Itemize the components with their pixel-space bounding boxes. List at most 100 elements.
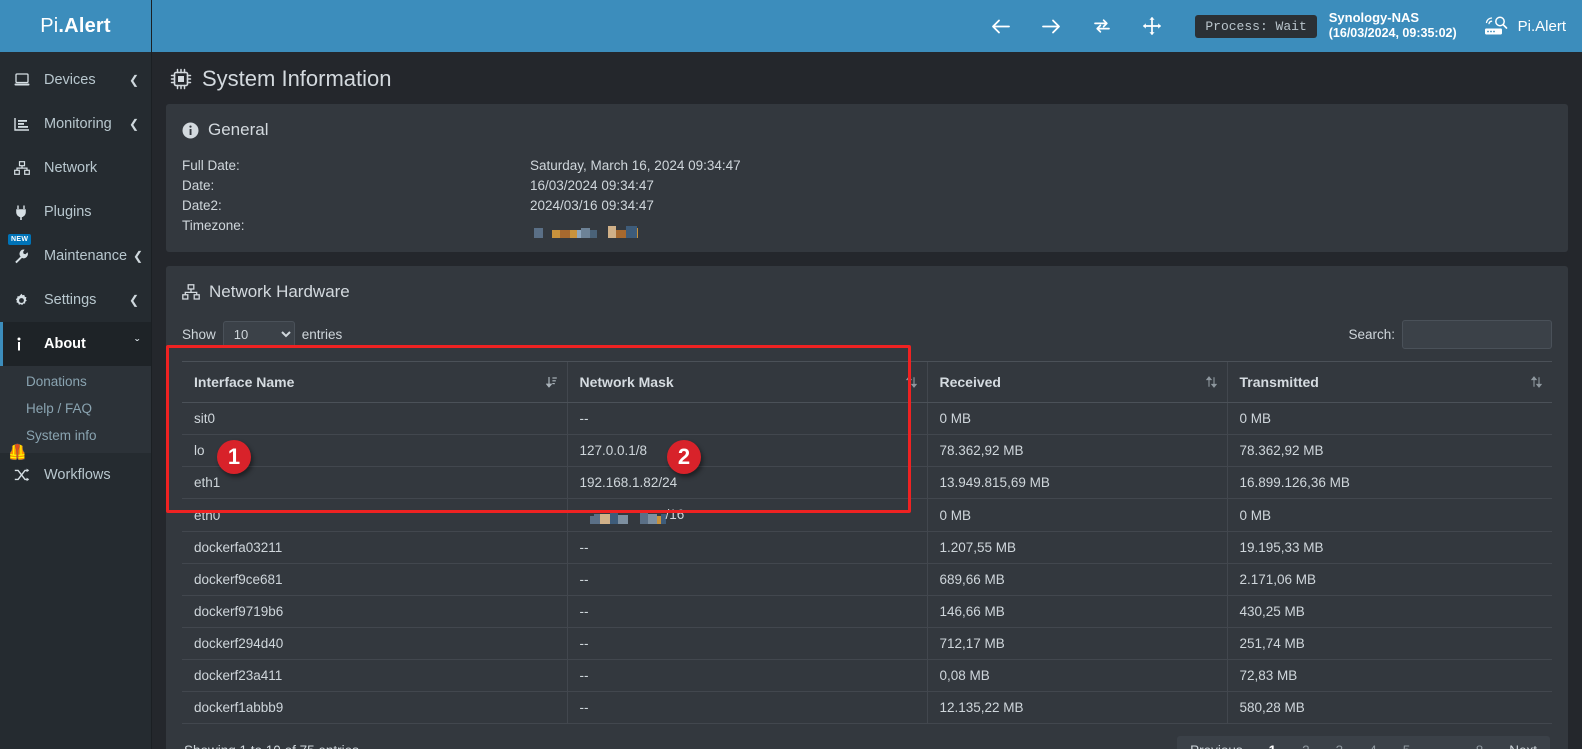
sidebar: Pi .Alert Devices ❮ Monitoring ❮ bbox=[0, 0, 152, 749]
sidebar-subitem-help-faq[interactable]: Help / FAQ bbox=[26, 401, 93, 416]
sidebar-item-label: Plugins bbox=[44, 204, 92, 220]
info-circle-icon bbox=[182, 122, 199, 139]
cell-received: 146,66 MB bbox=[926, 595, 1227, 628]
column-header-network-mask[interactable]: Network Mask bbox=[566, 361, 927, 403]
cell-network-mask: 192.168.1.82/24 bbox=[566, 466, 927, 499]
app-brand-right[interactable]: Pi.Alert bbox=[1483, 15, 1566, 37]
sidebar-item-monitoring[interactable]: Monitoring ❮ bbox=[0, 102, 151, 146]
table-row[interactable]: dockerf9719b6 -- 146,66 MB 430,25 MB bbox=[182, 595, 1552, 628]
pagination-page[interactable]: 8 bbox=[1463, 736, 1497, 749]
general-row-key: Full Date: bbox=[182, 158, 240, 173]
sitemap-icon bbox=[182, 284, 200, 300]
plug-icon bbox=[14, 205, 36, 220]
main-area: Process: Wait Synology-NAS (16/03/2024, … bbox=[152, 0, 1582, 749]
laptop-icon bbox=[14, 73, 36, 87]
general-row-key: Date: bbox=[182, 178, 215, 193]
page-title-text: System Information bbox=[202, 66, 392, 91]
sort-both-icon bbox=[1531, 376, 1542, 388]
arrows-move-icon[interactable] bbox=[1143, 17, 1162, 35]
table-row[interactable]: sit0 -- 0 MB 0 MB bbox=[182, 402, 1552, 435]
chevron-left-icon: ❮ bbox=[128, 293, 139, 307]
app-brand-label: Pi.Alert bbox=[1517, 17, 1566, 35]
content-wrapper: System Information General Full Date: Sa… bbox=[152, 52, 1582, 749]
general-row-key: Timezone: bbox=[182, 218, 245, 233]
search-control: Search: bbox=[1348, 320, 1552, 349]
sidebar-item-label: Devices bbox=[44, 72, 96, 88]
table-row[interactable]: dockerf9ce681 -- 689,66 MB 2.171,06 MB bbox=[182, 563, 1552, 596]
sidebar-item-label: Workflows bbox=[44, 467, 111, 483]
sidebar-item-maintenance[interactable]: NEW Maintenance ❮ bbox=[0, 234, 151, 278]
safety-vest-icon: 🦺 bbox=[8, 444, 27, 461]
sitemap-icon bbox=[14, 161, 36, 175]
column-header-transmitted[interactable]: Transmitted bbox=[1226, 361, 1552, 403]
pagination-page[interactable]: 5 bbox=[1390, 736, 1424, 749]
cell-network-mask: -- bbox=[566, 595, 927, 628]
sidebar-subitem-donations[interactable]: Donations bbox=[26, 374, 87, 389]
cell-interface-name: dockerf9719b6 bbox=[182, 595, 567, 628]
table-row[interactable]: dockerf1abbb9 -- 12.135,22 MB 580,28 MB bbox=[182, 691, 1552, 724]
table-row[interactable]: dockerf23a411 -- 0,08 MB 72,83 MB bbox=[182, 659, 1552, 692]
column-header-received[interactable]: Received bbox=[926, 361, 1227, 403]
sort-both-icon bbox=[905, 376, 917, 388]
arrow-right-icon[interactable] bbox=[1042, 19, 1061, 34]
general-row: Date2: 2024/03/16 09:34:47 bbox=[182, 196, 1552, 216]
info-icon bbox=[14, 337, 36, 352]
sidebar-item-devices[interactable]: Devices ❮ bbox=[0, 58, 151, 102]
pagination-page[interactable]: 1 bbox=[1256, 736, 1290, 749]
general-row-value: Saturday, March 16, 2024 09:34:47 bbox=[530, 158, 741, 173]
table-row[interactable]: dockerfa03211 -- 1.207,55 MB 19.195,33 MB bbox=[182, 531, 1552, 564]
arrow-left-icon[interactable] bbox=[991, 19, 1011, 34]
cell-network-mask: -- bbox=[566, 402, 927, 435]
column-label: Network Mask bbox=[579, 374, 674, 390]
table-row[interactable]: dockerf294d40 -- 712,17 MB 251,74 MB bbox=[182, 627, 1552, 660]
pagination: Previous 1 2 3 4 5 … 8 Next bbox=[1177, 736, 1550, 749]
cell-transmitted: 580,28 MB bbox=[1226, 691, 1552, 724]
microchip-icon bbox=[170, 68, 192, 90]
cell-network-mask: 127.0.0.1/8 bbox=[566, 434, 927, 467]
general-row: Timezone: bbox=[182, 216, 1552, 238]
table-row[interactable]: eth0/16 0 MB 0 MB bbox=[182, 498, 1552, 532]
cell-received: 0 MB bbox=[926, 498, 1227, 532]
cell-received: 78.362,92 MB bbox=[926, 434, 1227, 467]
cell-network-mask: -- bbox=[566, 691, 927, 724]
host-info: Synology-NAS (16/03/2024, 09:35:02) bbox=[1329, 10, 1457, 42]
cell-received: 12.135,22 MB bbox=[926, 691, 1227, 724]
cell-transmitted: 78.362,92 MB bbox=[1226, 434, 1552, 467]
shuffle-icon bbox=[14, 468, 36, 482]
search-input[interactable] bbox=[1402, 320, 1552, 349]
sidebar-item-workflows[interactable]: 🦺 Workflows bbox=[0, 444, 151, 497]
page-length-control: Show 10 25 50 100 entries bbox=[182, 321, 342, 348]
pagination-page[interactable]: 3 bbox=[1323, 736, 1357, 749]
cell-interface-name: eth0 bbox=[182, 498, 567, 532]
chevron-left-icon: ❮ bbox=[128, 117, 139, 131]
refresh-icon[interactable] bbox=[1093, 18, 1111, 34]
column-header-interface-name[interactable]: Interface Name bbox=[182, 361, 567, 403]
cell-transmitted: 2.171,06 MB bbox=[1226, 563, 1552, 596]
sidebar-item-about[interactable]: About ˇ bbox=[0, 322, 151, 366]
cell-transmitted: 430,25 MB bbox=[1226, 595, 1552, 628]
column-label: Interface Name bbox=[194, 374, 295, 390]
about-submenu: Donations Help / FAQ System info bbox=[0, 366, 151, 453]
sidebar-subitem-system-info[interactable]: System info bbox=[26, 428, 97, 443]
sidebar-item-network[interactable]: Network bbox=[0, 146, 151, 190]
cell-network-mask-suffix: /16 bbox=[665, 507, 685, 522]
cell-received: 712,17 MB bbox=[926, 627, 1227, 660]
brand-logo[interactable]: Pi .Alert bbox=[0, 0, 151, 52]
table-row[interactable]: lo 127.0.0.1/8 78.362,92 MB 78.362,92 MB bbox=[182, 434, 1552, 467]
pagination-previous[interactable]: Previous bbox=[1177, 736, 1256, 749]
sidebar-item-plugins[interactable]: Plugins bbox=[0, 190, 151, 234]
host-name: Synology-NAS bbox=[1328, 10, 1420, 26]
general-row-value: 2024/03/16 09:34:47 bbox=[530, 198, 654, 213]
sidebar-item-settings[interactable]: Settings ❮ bbox=[0, 278, 151, 322]
datatable-controls: Show 10 25 50 100 entries Search: bbox=[182, 318, 1552, 361]
table-row[interactable]: eth1 192.168.1.82/24 13.949.815,69 MB 16.89… bbox=[182, 466, 1552, 499]
pagination-page[interactable]: 4 bbox=[1356, 736, 1390, 749]
cell-network-mask: -- bbox=[566, 659, 927, 692]
cell-network-mask: -- bbox=[566, 531, 927, 564]
redacted-value bbox=[580, 509, 666, 524]
pagination-page[interactable]: 2 bbox=[1289, 736, 1323, 749]
pagination-next[interactable]: Next bbox=[1496, 736, 1550, 749]
page-length-select[interactable]: 10 25 50 100 bbox=[222, 321, 295, 348]
cell-network-mask: /16 bbox=[566, 498, 927, 532]
